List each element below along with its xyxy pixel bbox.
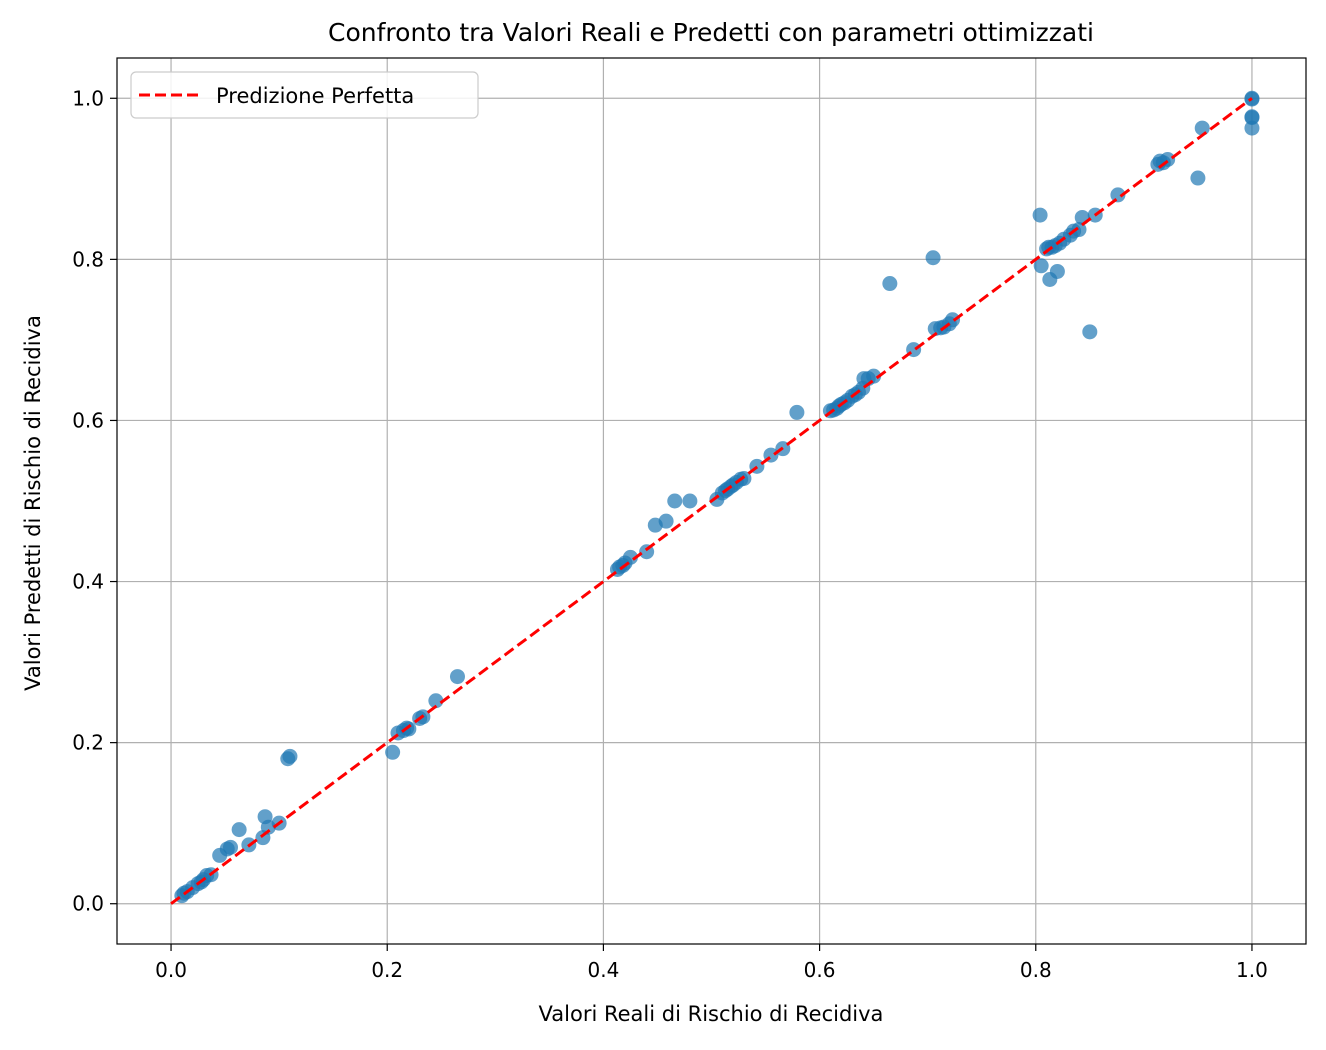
data-point <box>1194 120 1210 136</box>
data-point <box>667 493 683 509</box>
data-point <box>1244 120 1260 136</box>
y-tick-label: 0.6 <box>72 408 104 432</box>
data-point <box>1032 207 1048 223</box>
data-point <box>222 839 238 855</box>
data-point <box>682 493 698 509</box>
data-point <box>925 250 941 266</box>
data-point <box>1049 263 1065 279</box>
data-point <box>1244 109 1260 125</box>
data-point <box>1190 170 1206 186</box>
data-point <box>401 721 417 737</box>
y-tick-label: 1.0 <box>72 86 104 110</box>
data-point <box>622 549 638 565</box>
legend: Predizione Perfetta <box>130 71 479 119</box>
data-point <box>1074 209 1090 225</box>
data-point <box>1082 324 1098 340</box>
data-point <box>385 744 401 760</box>
grid-lines <box>117 58 1306 944</box>
legend-entry-label: Predizione Perfetta <box>216 84 414 108</box>
data-point <box>789 404 805 420</box>
y-tick-label: 0.8 <box>72 247 104 271</box>
y-tick-label: 0.2 <box>72 731 104 755</box>
x-axis-ticks: 0.0 0.2 0.4 0.6 0.8 1.0 <box>155 944 1268 982</box>
data-point <box>282 748 298 764</box>
plot-area-frame <box>116 57 1307 945</box>
data-point <box>1110 187 1126 203</box>
x-tick-label: 0.8 <box>1020 958 1052 982</box>
legend-box <box>130 71 479 119</box>
reference-line-layer <box>170 97 1253 905</box>
perfect-prediction-line <box>170 97 1253 905</box>
y-tick-label: 0.0 <box>72 892 104 916</box>
data-point <box>449 669 465 685</box>
data-point <box>882 276 898 292</box>
data-point <box>1033 258 1049 274</box>
y-axis-ticks: 0.0 0.2 0.4 0.6 0.8 1.0 <box>72 86 117 916</box>
x-tick-label: 0.6 <box>804 958 836 982</box>
x-tick-label: 0.0 <box>155 958 187 982</box>
y-tick-label: 0.4 <box>72 570 104 594</box>
x-tick-label: 0.4 <box>588 958 620 982</box>
y-axis-label: Valori Predetti di Rischio di Recidiva <box>21 315 45 691</box>
data-point <box>866 368 882 384</box>
x-tick-label: 1.0 <box>1236 958 1268 982</box>
x-axis-label: Valori Reali di Rischio di Recidiva <box>539 1002 884 1026</box>
data-point <box>428 693 444 709</box>
data-point <box>658 513 674 529</box>
chart-title: Confronto tra Valori Reali e Predetti co… <box>328 18 1094 47</box>
data-point <box>231 822 247 838</box>
x-tick-label: 0.2 <box>371 958 403 982</box>
